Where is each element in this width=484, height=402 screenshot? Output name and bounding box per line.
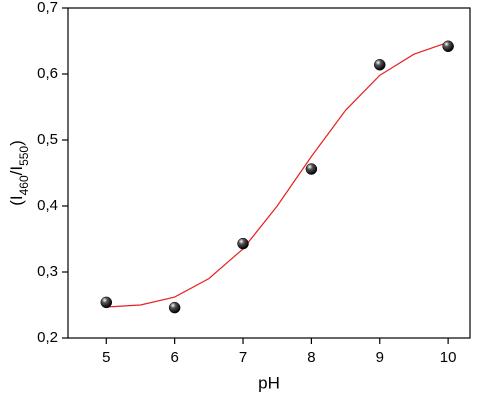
data-point [237, 237, 249, 250]
y-tick-label: 0,2 [37, 329, 58, 346]
y-title-part: (I [7, 195, 26, 205]
data-point [442, 40, 454, 53]
y-tick-label: 0,3 [37, 263, 58, 280]
data-point [374, 59, 386, 71]
x-tick-label: 10 [440, 349, 457, 366]
fit-curve [106, 41, 449, 308]
y-axis-title: (I460/I550) [7, 140, 31, 206]
y-title-subscript: 550 [17, 146, 31, 166]
x-axis-title: pH [258, 373, 280, 392]
x-tick-label: 6 [170, 349, 178, 366]
y-title-subscript: 460 [17, 175, 31, 195]
y-tick-label: 0,5 [37, 131, 58, 148]
y-title-part: /I [7, 166, 26, 175]
x-tick-label: 5 [102, 349, 110, 366]
plot-frame [67, 7, 471, 339]
x-tick-label: 9 [376, 349, 384, 366]
y-tick-label: 0,7 [37, 0, 58, 16]
data-point [168, 301, 181, 314]
x-tick-label: 7 [239, 349, 247, 366]
x-tick-label: 8 [307, 349, 315, 366]
y-tick-label: 0,4 [37, 197, 58, 214]
y-title-part: ) [7, 140, 26, 146]
data-point [305, 163, 318, 175]
data-point [100, 296, 113, 309]
y-tick-label: 0,6 [37, 65, 58, 82]
